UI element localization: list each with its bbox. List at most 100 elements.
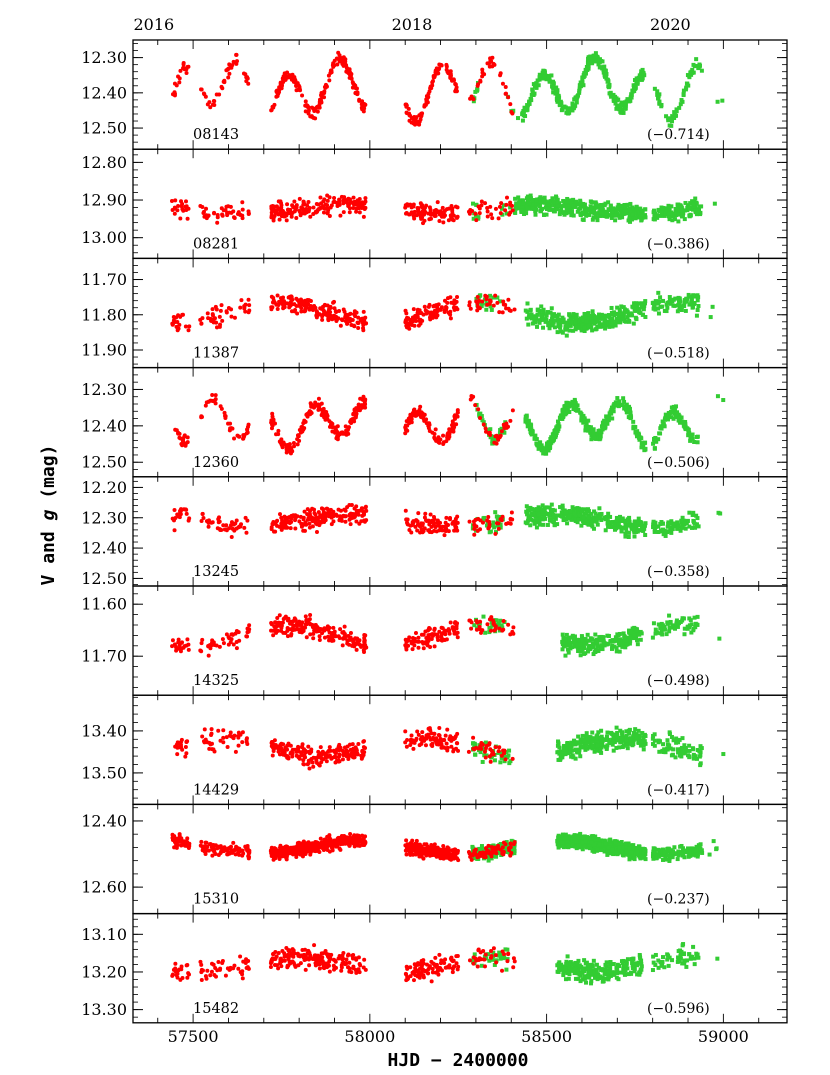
v-band-point <box>230 426 235 431</box>
v-band-point <box>204 206 209 211</box>
g-band-point <box>582 325 587 330</box>
g-band-point <box>675 526 680 531</box>
v-band-point <box>323 518 328 523</box>
v-band-point <box>361 328 366 333</box>
g-band-point <box>570 320 575 325</box>
g-band-point <box>608 522 613 527</box>
v-band-point <box>271 418 276 423</box>
g-band-point <box>539 444 544 449</box>
v-band-point <box>275 306 280 311</box>
v-band-point <box>231 642 236 647</box>
g-band-point <box>575 637 580 642</box>
g-band-point <box>654 306 659 311</box>
g-band-point <box>586 313 591 318</box>
v-band-point <box>183 199 188 204</box>
v-band-point <box>299 302 304 307</box>
v-band-point <box>356 315 361 320</box>
g-band-point <box>678 102 683 107</box>
v-band-point <box>488 204 493 209</box>
g-band-point <box>551 320 556 325</box>
g-band-point <box>695 298 700 303</box>
g-band-point <box>564 199 569 204</box>
v-band-point <box>340 58 345 63</box>
g-band-point <box>599 202 604 207</box>
g-band-point <box>623 523 628 528</box>
g-band-point <box>565 196 570 201</box>
g-band-point <box>698 212 703 217</box>
g-band-point <box>552 318 557 323</box>
v-band-point <box>340 318 345 323</box>
v-band-point <box>241 436 246 441</box>
g-band-point <box>589 325 594 330</box>
g-band-point <box>538 516 543 521</box>
g-band-point <box>561 413 566 418</box>
g-band-point <box>570 108 575 113</box>
g-band-point <box>524 204 529 209</box>
g-band-point <box>538 507 543 512</box>
g-band-point <box>639 631 644 636</box>
v-band-point <box>336 50 341 55</box>
g-band-point <box>558 413 563 418</box>
v-band-point <box>347 210 352 215</box>
g-band-point <box>611 97 616 102</box>
v-band-point <box>472 532 477 537</box>
v-band-point <box>430 79 435 84</box>
g-band-point <box>676 417 681 422</box>
v-band-point <box>420 205 425 210</box>
v-band-point <box>336 431 341 436</box>
v-band-point <box>206 399 211 404</box>
g-band-point <box>689 206 694 211</box>
offset-label: (−0.386) <box>647 236 710 252</box>
g-band-point <box>532 507 537 512</box>
g-band-point <box>570 103 575 108</box>
g-band-point <box>533 83 538 88</box>
v-band-point <box>226 75 231 80</box>
y-tick-label: 12.30 <box>81 508 127 527</box>
g-band-point <box>664 114 669 119</box>
g-band-point <box>612 313 617 318</box>
v-band-point <box>450 208 455 213</box>
g-band-point <box>620 215 625 220</box>
g-band-point <box>634 635 639 640</box>
g-band-point <box>665 621 670 626</box>
g-band-point <box>549 73 554 78</box>
v-band-point <box>354 504 359 509</box>
v-band-point <box>404 517 409 522</box>
g-band-point <box>628 219 633 224</box>
g-band-point <box>597 635 602 640</box>
g-band-point <box>591 652 596 657</box>
v-band-point <box>226 66 231 71</box>
v-band-point <box>295 437 300 442</box>
v-band-point <box>319 401 324 406</box>
v-band-point <box>294 84 299 89</box>
g-band-point <box>597 57 602 62</box>
g-band-point <box>667 613 672 618</box>
g-band-point <box>682 521 687 526</box>
v-band-point <box>485 302 490 307</box>
v-band-point <box>279 300 284 305</box>
g-band-point <box>688 438 693 443</box>
g-band-point <box>611 310 616 315</box>
g-band-point <box>652 213 657 218</box>
g-band-point <box>489 307 494 312</box>
g-band-point <box>614 522 619 527</box>
v-band-point <box>496 216 501 221</box>
v-band-point <box>210 307 215 312</box>
g-band-point <box>610 408 615 413</box>
v-band-point <box>217 92 222 97</box>
g-band-point <box>689 622 694 627</box>
v-band-point <box>280 208 285 213</box>
g-band-point <box>680 213 685 218</box>
g-band-point <box>687 616 692 621</box>
v-band-point <box>314 315 319 320</box>
g-band-point <box>628 639 633 644</box>
g-band-point <box>542 195 547 200</box>
g-band-point <box>664 309 669 314</box>
g-band-point <box>573 327 578 332</box>
v-band-point <box>290 297 295 302</box>
v-band-point <box>337 200 342 205</box>
v-band-point <box>468 306 473 311</box>
g-band-point <box>528 523 533 528</box>
g-band-point <box>535 507 540 512</box>
v-band-point <box>361 397 366 402</box>
